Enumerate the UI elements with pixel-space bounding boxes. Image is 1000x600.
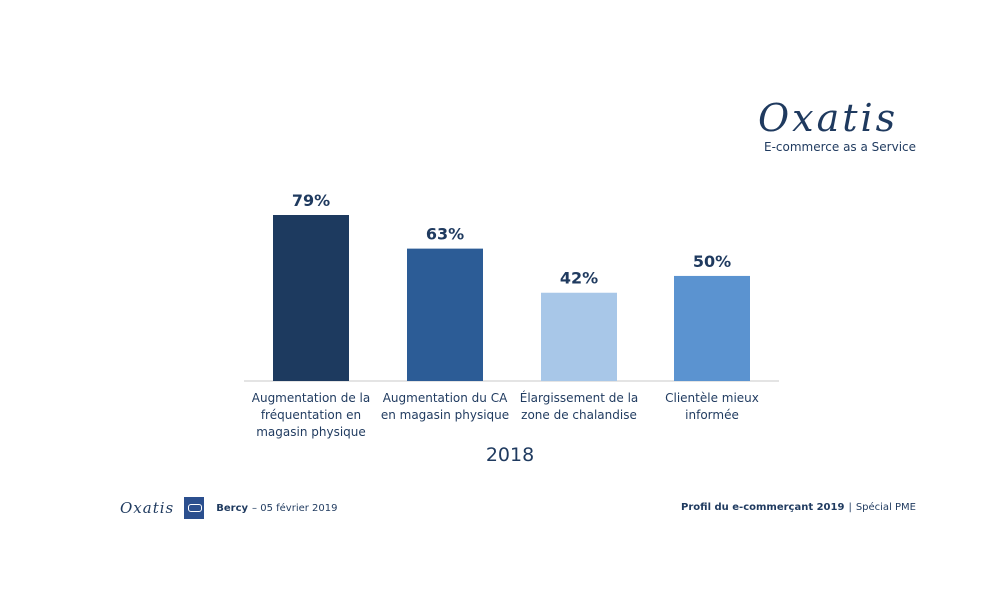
bar-3: [541, 292, 617, 381]
footer-date: – 05 février 2019: [252, 502, 338, 514]
footer-subtitle: Spécial PME: [855, 502, 916, 513]
category-label-4: Clientèle mieux informée: [647, 390, 777, 424]
category-label-line: Augmentation du CA: [382, 391, 508, 405]
bar-1: [273, 215, 349, 381]
category-label-3: Élargissement de la zone de chalandise: [514, 390, 644, 424]
bar-value-label-2: 63%: [426, 225, 464, 244]
bar-value-label-1: 79%: [292, 191, 330, 210]
category-label-2: Augmentation du CA en magasin physique: [380, 390, 510, 424]
bar-value-label-4: 50%: [693, 252, 731, 271]
footer-title: Profil du e-commerçant 2019: [681, 502, 845, 513]
category-label-line: Augmentation de la: [251, 391, 371, 405]
category-label-line: zone de chalandise: [521, 408, 637, 422]
footer-right: Profil du e-commerçant 2019 | Spécial PME: [681, 502, 916, 513]
category-label-line: informée: [685, 408, 739, 422]
footer-place: Bercy: [216, 502, 249, 514]
bar-value-label-3: 42%: [560, 269, 598, 288]
category-label-line: en magasin physique: [380, 408, 510, 422]
footer-oxatis-logo: Oxatis: [120, 499, 175, 517]
category-label-line: Clientèle mieux: [665, 391, 759, 405]
category-label-line: magasin physique: [256, 425, 366, 439]
bar-2: [407, 248, 483, 381]
partner-badge-icon: [184, 497, 205, 519]
category-labels: Augmentation de la fréquentation en magasi…: [0, 390, 1000, 450]
category-label-line: Élargissement de la: [519, 391, 639, 405]
category-label-1: Augmentation de la fréquentation en magasi…: [246, 390, 376, 441]
brand: Oxatis E-commerce as a Service: [758, 98, 928, 154]
category-label-line: fréquentation en: [260, 408, 362, 422]
brand-tagline: E-commerce as a Service: [764, 140, 917, 154]
x-axis-label: 2018: [485, 444, 535, 466]
footer-separator: |: [848, 502, 852, 513]
bar-4: [674, 275, 750, 381]
oxatis-logo: Oxatis: [758, 96, 899, 140]
footer-left: Oxatis Bercy – 05 février 2019: [120, 496, 338, 520]
